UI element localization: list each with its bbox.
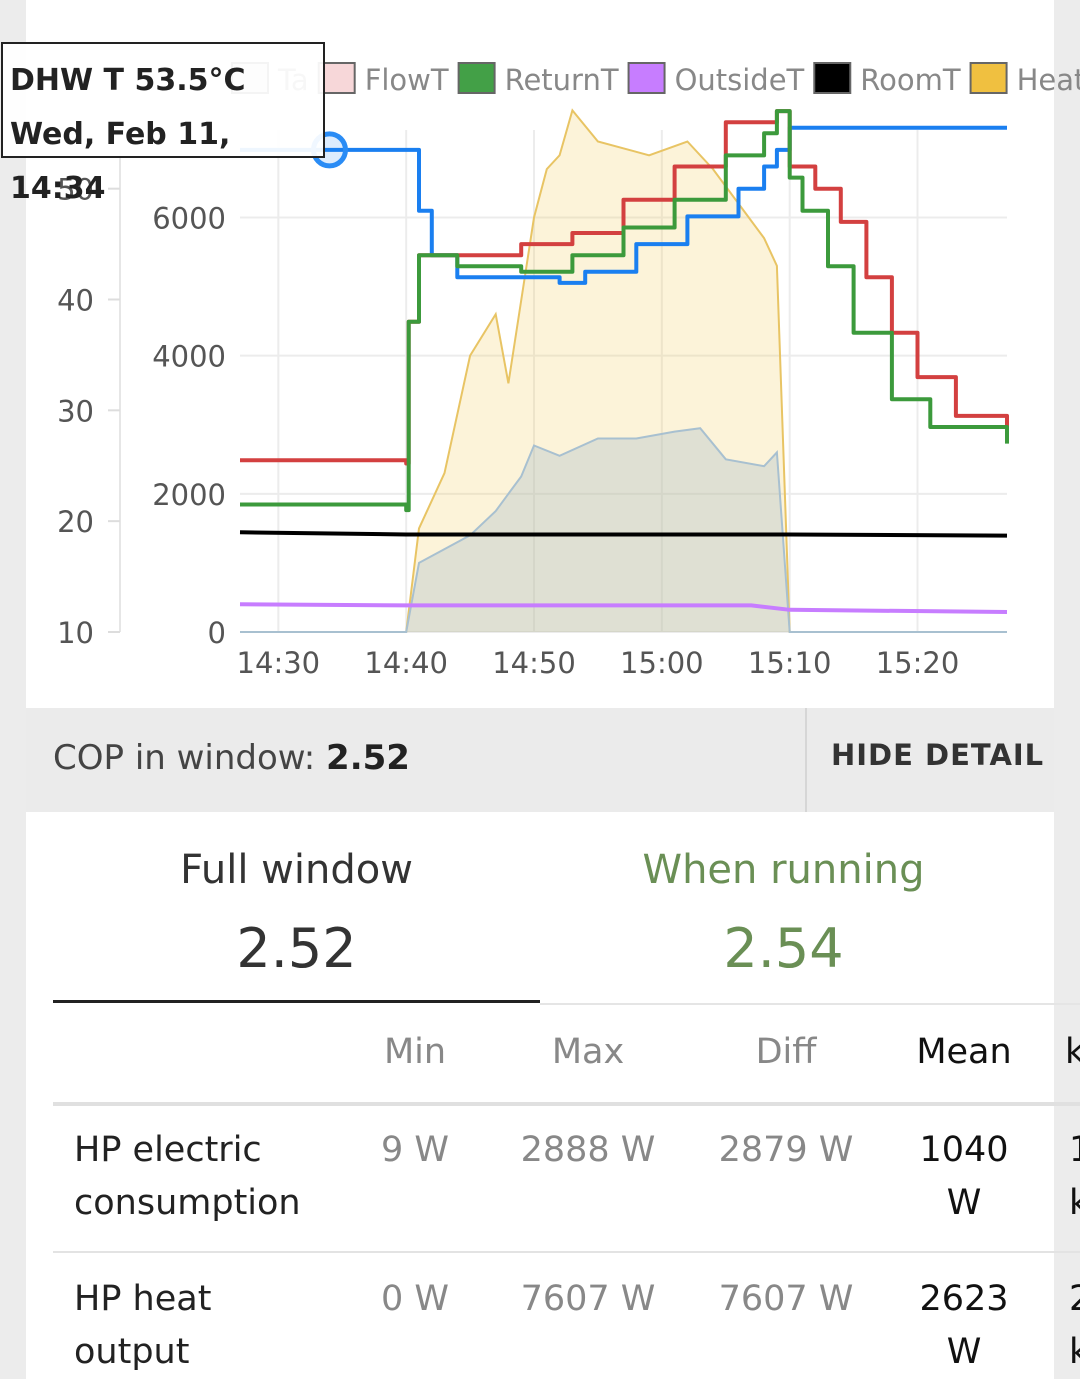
- row-label-line2: consumption: [74, 1183, 301, 1223]
- row-mean-line2: W: [946, 1183, 982, 1223]
- y-left-tick-label: 40: [57, 284, 94, 318]
- legend-item: ReturnT: [457, 62, 619, 97]
- legend-swatch: [813, 62, 852, 94]
- cop-label-text: COP in window:: [53, 738, 316, 778]
- col-header-mean: Mean: [916, 1032, 1012, 1072]
- x-tick-label: 14:40: [364, 646, 448, 680]
- series-line-roomt: [239, 530, 1008, 538]
- x-tick-label: 14:30: [237, 646, 321, 680]
- tab-running-title: When running: [642, 847, 925, 893]
- y-left-tick-label: 30: [57, 394, 94, 428]
- x-tick-label: 15:20: [876, 646, 960, 680]
- series-line-dhw-t: [240, 125, 1007, 285]
- row-diff: 2879 W: [718, 1130, 854, 1170]
- row-diff: 7607 W: [718, 1279, 854, 1319]
- tab-full-title: Full window: [180, 847, 413, 893]
- legend-item: Heat: [969, 62, 1080, 97]
- y-right-tick-label: 0: [208, 616, 226, 650]
- legend-swatch: [627, 62, 666, 94]
- row-max: 2888 W: [520, 1130, 656, 1170]
- y-right-tick-label: 6000: [152, 201, 226, 235]
- row-divider: [53, 1251, 1080, 1253]
- legend-label: OutsideT: [675, 63, 805, 97]
- col-header-cut: k: [1065, 1032, 1080, 1072]
- active-tab-indicator: [53, 1000, 540, 1003]
- x-tick-label: 15:00: [620, 646, 704, 680]
- col-header-diff: Diff: [755, 1032, 817, 1072]
- row-mean-line1: 2623: [919, 1279, 1009, 1319]
- row-label-line1: HP heat: [74, 1279, 212, 1319]
- series-line-heat: [240, 108, 1007, 633]
- tooltip-value: DHW T 53.5°C: [10, 63, 246, 98]
- y-left-tick-label: 50: [57, 173, 94, 207]
- tab-divider: [540, 1003, 1080, 1005]
- series-line-elec: [240, 427, 1007, 633]
- row-label-line1: HP electric: [74, 1130, 262, 1170]
- row-cut-line2: k: [1069, 1183, 1080, 1223]
- tooltip-date: Wed, Feb 11, 14:34: [10, 117, 231, 206]
- y-right-tick-label: 4000: [152, 340, 226, 374]
- series-line-outsidet: [239, 602, 1008, 614]
- cop-label: COP in window: 2.52: [53, 738, 410, 778]
- series-area-elec: [240, 428, 1007, 632]
- legend-label: FlowT: [365, 63, 449, 97]
- legend-label: RoomT: [860, 63, 961, 97]
- y-left-tick-label: 20: [57, 505, 94, 539]
- legend-label: Heat: [1017, 63, 1080, 97]
- legend-item: RoomT: [813, 62, 961, 97]
- legend-item: FlowT: [317, 62, 449, 97]
- legend-label: ReturnT: [505, 63, 619, 97]
- col-header-max: Max: [551, 1032, 625, 1072]
- row-min: 9 W: [380, 1130, 449, 1170]
- row-min: 0 W: [380, 1279, 449, 1319]
- chart-tooltip: DHW T 53.5°C Wed, Feb 11, 14:34: [1, 42, 325, 206]
- legend-swatch: [457, 62, 496, 94]
- cop-value: 2.52: [326, 738, 410, 778]
- y-right-tick-label: 2000: [152, 478, 226, 512]
- hide-detail-button[interactable]: HIDE DETAIL: [805, 708, 1054, 812]
- legend-swatch: [969, 62, 1008, 94]
- row-cut-line1: 1: [1069, 1124, 1080, 1177]
- row-cut-line2: k: [1069, 1332, 1080, 1372]
- row-mean-line1: 1040: [919, 1130, 1009, 1170]
- row-max: 7607 W: [520, 1279, 656, 1319]
- chart[interactable]: 14:30 14:40 14:50 15:00 15:10 15:20 10 20 30 40 50…: [0, 0, 1080, 700]
- tab-full-value: 2.52: [236, 917, 357, 980]
- header-divider: [53, 1102, 1080, 1106]
- tab-full-window[interactable]: Full window 2.52: [53, 840, 540, 994]
- x-tick-label: 14:50: [492, 646, 576, 680]
- row-label-line2: output: [74, 1332, 190, 1372]
- cop-summary-bar: COP in window: 2.52 HIDE DETAIL: [26, 708, 1054, 812]
- tab-when-running[interactable]: When running 2.54: [540, 840, 1027, 994]
- col-header-min: Min: [383, 1032, 447, 1072]
- legend-item: OutsideT: [627, 62, 805, 97]
- tab-running-value: 2.54: [723, 917, 844, 980]
- row-mean-line2: W: [946, 1332, 982, 1372]
- x-tick-label: 15:10: [748, 646, 832, 680]
- series-line-returnt: [240, 109, 1009, 513]
- chart-card: [26, 0, 1054, 1379]
- y-left-tick-label: 10: [57, 616, 94, 650]
- row-cut-line1: 2: [1069, 1273, 1080, 1326]
